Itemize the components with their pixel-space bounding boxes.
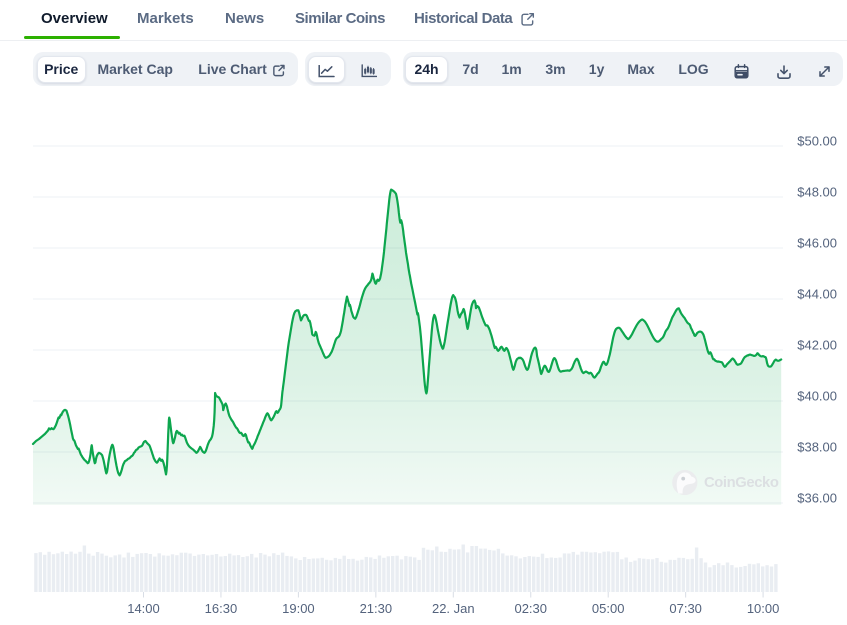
svg-text:19:00: 19:00: [282, 601, 315, 616]
svg-text:22. Jan: 22. Jan: [432, 601, 475, 616]
svg-text:21:30: 21:30: [360, 601, 393, 616]
svg-text:10:00: 10:00: [747, 601, 780, 616]
svg-text:$50.00: $50.00: [797, 134, 837, 149]
svg-text:$36.00: $36.00: [797, 491, 837, 506]
svg-text:14:00: 14:00: [127, 601, 160, 616]
svg-text:05:00: 05:00: [592, 601, 625, 616]
svg-text:$42.00: $42.00: [797, 338, 837, 353]
svg-text:$38.00: $38.00: [797, 440, 837, 455]
svg-text:$44.00: $44.00: [797, 287, 837, 302]
svg-text:$46.00: $46.00: [797, 236, 837, 251]
svg-text:CoinGecko: CoinGecko: [704, 475, 779, 491]
svg-text:$40.00: $40.00: [797, 389, 837, 404]
svg-text:02:30: 02:30: [514, 601, 547, 616]
svg-text:07:30: 07:30: [669, 601, 702, 616]
svg-text:16:30: 16:30: [205, 601, 238, 616]
svg-text:$48.00: $48.00: [797, 185, 837, 200]
